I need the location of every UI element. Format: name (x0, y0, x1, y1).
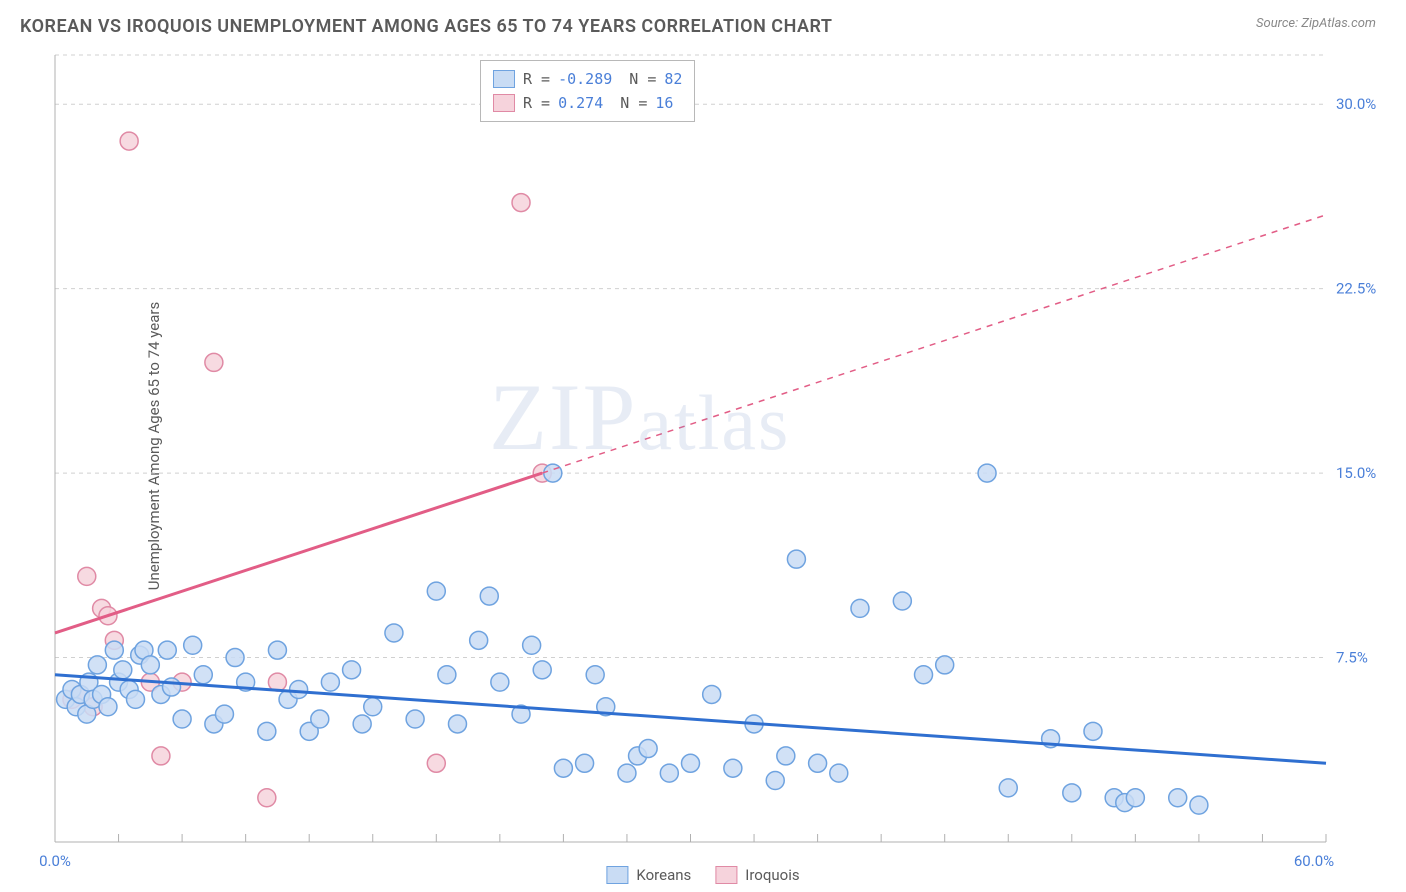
svg-text:15.0%: 15.0% (1336, 464, 1376, 482)
svg-text:60.0%: 60.0% (1294, 852, 1334, 870)
svg-text:22.5%: 22.5% (1336, 280, 1376, 298)
stat-label: N = (611, 91, 647, 115)
legend-item-iroquois: Iroquois (715, 866, 799, 884)
stat-r-iroquois: 0.274 (558, 91, 603, 115)
legend-label-koreans: Koreans (636, 866, 691, 884)
stat-n-iroquois: 16 (655, 91, 673, 115)
swatch-iroquois (493, 94, 515, 112)
plot-area: 7.5%15.0%22.5%30.0%0.0%60.0% ZIPatlas (55, 55, 1326, 842)
scatter-svg: 7.5%15.0%22.5%30.0%0.0%60.0% (55, 55, 1326, 842)
svg-text:0.0%: 0.0% (39, 852, 71, 870)
stat-n-koreans: 82 (664, 67, 682, 91)
chart-container: KOREAN VS IROQUOIS UNEMPLOYMENT AMONG AG… (0, 0, 1406, 892)
bottom-legend: Koreans Iroquois (606, 866, 799, 884)
chart-title: KOREAN VS IROQUOIS UNEMPLOYMENT AMONG AG… (20, 16, 832, 37)
stat-label: R = (523, 67, 550, 91)
stats-row-iroquois: R = 0.274 N = 16 (493, 91, 682, 115)
swatch-koreans (493, 70, 515, 88)
swatch-iroquois (715, 866, 737, 884)
stat-label: N = (620, 67, 656, 91)
stat-label: R = (523, 91, 550, 115)
stats-row-koreans: R = -0.289 N = 82 (493, 67, 682, 91)
stats-legend-box: R = -0.289 N = 82 R = 0.274 N = 16 (480, 60, 695, 122)
source-label: Source: ZipAtlas.com (1256, 16, 1376, 31)
legend-item-koreans: Koreans (606, 866, 691, 884)
stat-r-koreans: -0.289 (558, 67, 612, 91)
swatch-koreans (606, 866, 628, 884)
svg-text:30.0%: 30.0% (1336, 95, 1376, 113)
legend-label-iroquois: Iroquois (745, 866, 799, 884)
svg-text:7.5%: 7.5% (1336, 649, 1368, 667)
